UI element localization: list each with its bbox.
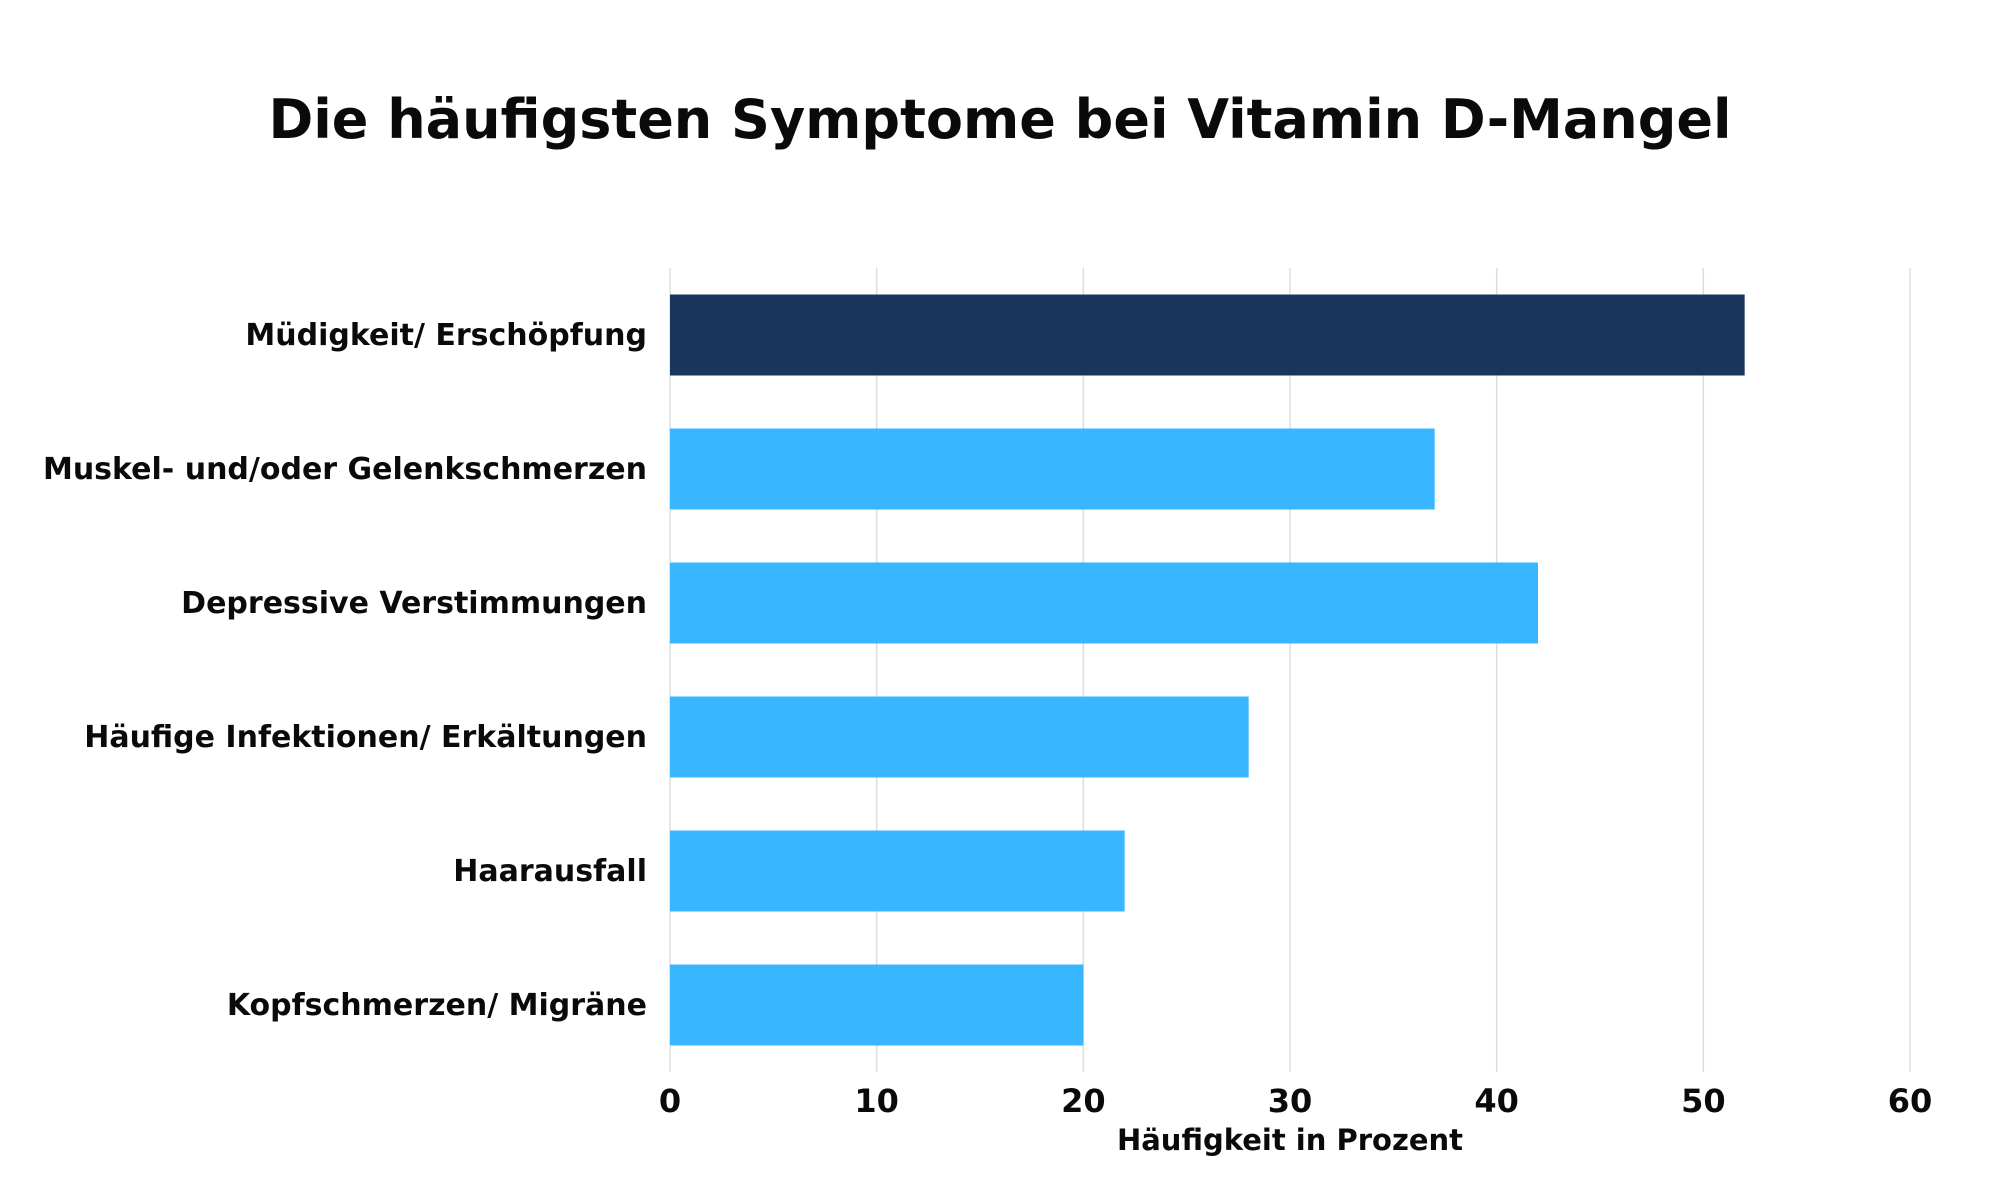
- bar-0: [670, 294, 1745, 376]
- category-labels: Müdigkeit/ Erschöpfung Muskel- und/oder G…: [43, 318, 647, 1023]
- category-label-1: Muskel- und/oder Gelenkschmerzen: [43, 452, 647, 487]
- x-tick-label-3: 30: [1268, 1082, 1313, 1120]
- category-label-4: Haarausfall: [453, 854, 647, 889]
- x-tick-label-0: 0: [659, 1082, 681, 1120]
- x-axis-title: Häufigkeit in Prozent: [1117, 1123, 1463, 1157]
- category-label-5: Kopfschmerzen/ Migräne: [227, 988, 647, 1023]
- x-tick-label-5: 50: [1681, 1082, 1726, 1120]
- x-axis-ticks: 0 10 20 30 40 50 60: [659, 1082, 1932, 1120]
- chart-title: Die häufigsten Symptome bei Vitamin D-Ma…: [268, 88, 1732, 151]
- bar-4: [670, 830, 1125, 912]
- bars: [670, 294, 1745, 1046]
- bar-5: [670, 964, 1084, 1046]
- category-label-0: Müdigkeit/ Erschöpfung: [245, 318, 647, 353]
- x-tick-label-4: 40: [1474, 1082, 1519, 1120]
- bar-2: [670, 562, 1538, 644]
- x-tick-label-2: 20: [1061, 1082, 1106, 1120]
- x-tick-label-1: 10: [854, 1082, 899, 1120]
- bar-3: [670, 696, 1249, 778]
- x-tick-label-6: 60: [1888, 1082, 1933, 1120]
- bar-1: [670, 428, 1435, 510]
- category-label-3: Häufige Infektionen/ Erkältungen: [84, 720, 647, 755]
- category-label-2: Depressive Verstimmungen: [181, 586, 647, 621]
- gridlines: [669, 268, 1911, 1072]
